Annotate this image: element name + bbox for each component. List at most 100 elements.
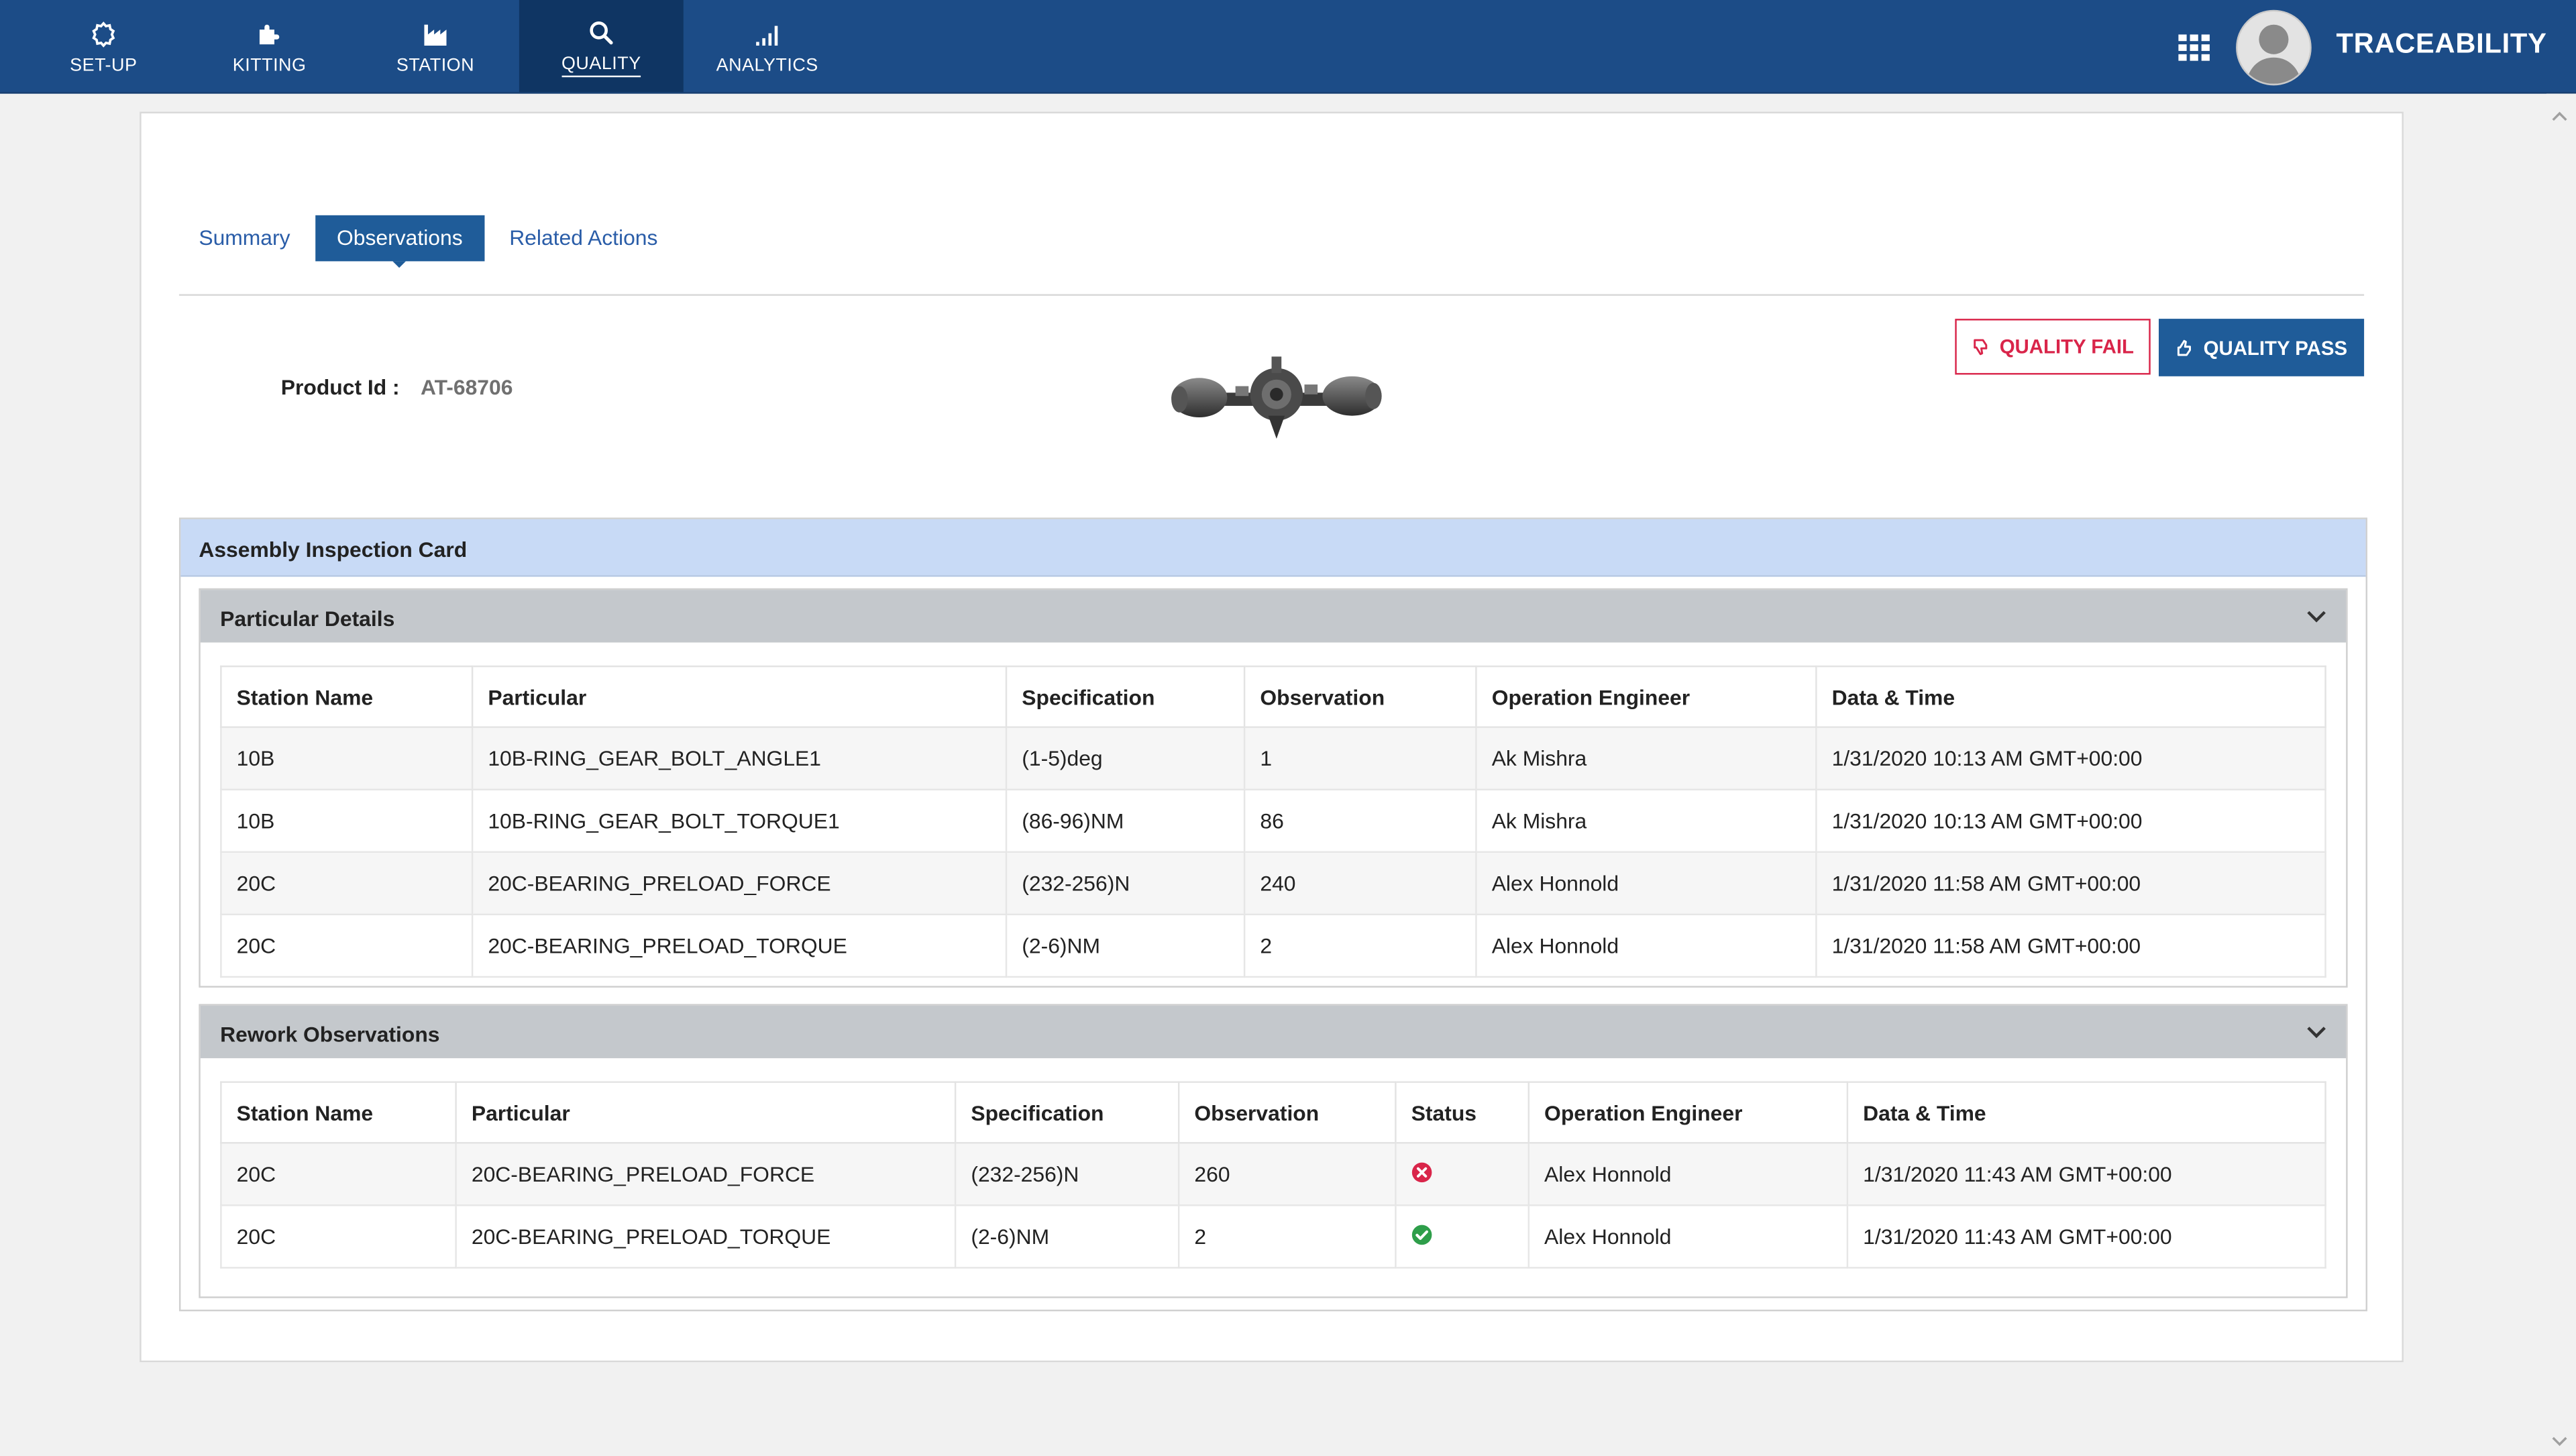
nav-analytics-label: ANALYTICS	[716, 55, 818, 75]
cell-specification: (86-96)NM	[1005, 788, 1246, 853]
search-icon	[585, 15, 618, 48]
cell-datetime: 1/31/2020 11:43 AM GMT+00:00	[1846, 1142, 2326, 1206]
thumbs-up-icon	[2178, 339, 2192, 356]
page-scrollbar[interactable]	[2546, 93, 2576, 1450]
chevron-down-icon[interactable]	[2306, 1025, 2326, 1039]
column-header: Status	[1395, 1081, 1530, 1144]
cell-station: 10B	[220, 726, 474, 790]
quality-fail-button[interactable]: QUALITY FAIL	[1955, 319, 2151, 375]
cell-particular: 20C-BEARING_PRELOAD_TORQUE	[455, 1204, 957, 1269]
table-header-row: Station Name Particular Specification Ob…	[220, 665, 2326, 728]
cell-specification: (232-256)N	[954, 1142, 1180, 1206]
cell-datetime: 1/31/2020 11:43 AM GMT+00:00	[1846, 1204, 2326, 1269]
nav-quality-label: QUALITY	[561, 54, 641, 76]
column-header: Specification	[954, 1081, 1180, 1144]
quality-pass-label: QUALITY PASS	[2203, 335, 2348, 360]
table-header-row: Station Name Particular Specification Ob…	[220, 1081, 2326, 1144]
column-header: Operation Engineer	[1475, 665, 1817, 728]
nav-kitting-label: KITTING	[232, 55, 307, 75]
table-row: 20C 20C-BEARING_PRELOAD_FORCE (232-256)N…	[220, 851, 2326, 916]
cell-station: 20C	[220, 913, 474, 978]
tab-observations[interactable]: Observations	[315, 215, 484, 268]
thumbs-down-icon	[1974, 339, 1988, 356]
chevron-down-icon[interactable]	[2306, 610, 2326, 623]
cell-engineer: Alex Honnold	[1475, 851, 1817, 916]
cell-station: 20C	[220, 1204, 457, 1269]
tab-related-actions[interactable]: Related Actions	[509, 225, 658, 250]
product-id-value: AT-68706	[420, 374, 513, 400]
column-header: Observation	[1177, 1081, 1397, 1144]
particular-details-title: Particular Details	[220, 606, 395, 631]
cell-station: 20C	[220, 1142, 457, 1206]
column-header: Particular	[471, 665, 1008, 728]
rework-observations-header[interactable]: Rework Observations	[200, 1005, 2347, 1059]
cell-particular: 20C-BEARING_PRELOAD_TORQUE	[471, 913, 1008, 978]
cell-engineer: Alex Honnold	[1527, 1204, 1849, 1269]
table-row: 20C 20C-BEARING_PRELOAD_TORQUE (2-6)NM 2…	[220, 1204, 2326, 1269]
puzzle-icon	[253, 17, 286, 50]
cell-observation: 240	[1243, 851, 1477, 916]
cell-observation: 86	[1243, 788, 1477, 853]
tab-divider	[178, 294, 2365, 296]
cell-status	[1395, 1204, 1530, 1269]
rework-observations-section: Rework Observations Station Name Particu…	[199, 1004, 2348, 1298]
nav-station[interactable]: STATION	[354, 0, 518, 92]
column-header: Particular	[455, 1081, 957, 1144]
nav-station-label: STATION	[396, 55, 475, 75]
card-title: Assembly Inspection Card	[199, 537, 468, 562]
top-navigation-bar: SET-UP KITTING STATION QUALITY ANALYTICS	[0, 0, 2576, 94]
cell-specification: (232-256)N	[1005, 851, 1246, 916]
nav-analytics[interactable]: ANALYTICS	[685, 0, 849, 92]
nav-kitting[interactable]: KITTING	[187, 0, 352, 92]
column-header: Data & Time	[1846, 1081, 2326, 1144]
axle-product-image	[1167, 350, 1387, 442]
cell-engineer: Alex Honnold	[1527, 1142, 1849, 1206]
nav-setup[interactable]: SET-UP	[21, 0, 186, 92]
product-id-label: Product Id :	[280, 374, 400, 400]
signal-bars-icon	[751, 17, 784, 50]
app-grid-icon[interactable]	[2177, 30, 2213, 66]
cell-engineer: Alex Honnold	[1475, 913, 1817, 978]
cell-datetime: 1/31/2020 10:13 AM GMT+00:00	[1815, 788, 2326, 853]
brand-title: TRACEABILITY	[2336, 28, 2547, 60]
cell-datetime: 1/31/2020 10:13 AM GMT+00:00	[1815, 726, 2326, 790]
quality-pass-button[interactable]: QUALITY PASS	[2158, 319, 2365, 376]
assembly-inspection-card: Assembly Inspection Card Particular Deta…	[178, 517, 2368, 1312]
cell-particular: 10B-RING_GEAR_BOLT_TORQUE1	[471, 788, 1008, 853]
cell-observation: 260	[1177, 1142, 1397, 1206]
cell-datetime: 1/31/2020 11:58 AM GMT+00:00	[1815, 851, 2326, 916]
column-header: Operation Engineer	[1527, 1081, 1849, 1144]
column-header: Observation	[1243, 665, 1477, 728]
status-fail-icon	[1411, 1161, 1432, 1182]
cell-specification: (1-5)deg	[1005, 726, 1246, 790]
column-header: Data & Time	[1815, 665, 2326, 728]
cell-observation: 2	[1177, 1204, 1397, 1269]
cell-particular: 10B-RING_GEAR_BOLT_ANGLE1	[471, 726, 1008, 790]
cell-observation: 1	[1243, 726, 1477, 790]
rework-observations-table: Station Name Particular Specification Ob…	[220, 1081, 2326, 1269]
cell-specification: (2-6)NM	[954, 1204, 1180, 1269]
column-header: Station Name	[220, 1081, 457, 1144]
card-header: Assembly Inspection Card	[180, 519, 2366, 577]
quality-fail-label: QUALITY FAIL	[1999, 335, 2134, 358]
column-header: Specification	[1005, 665, 1246, 728]
table-row: 10B 10B-RING_GEAR_BOLT_TORQUE1 (86-96)NM…	[220, 788, 2326, 853]
gear-icon	[87, 17, 120, 50]
particular-details-header[interactable]: Particular Details	[200, 590, 2347, 643]
particular-details-table: Station Name Particular Specification Ob…	[220, 665, 2326, 978]
table-row: 10B 10B-RING_GEAR_BOLT_ANGLE1 (1-5)deg 1…	[220, 726, 2326, 790]
nav-setup-label: SET-UP	[70, 55, 138, 75]
cell-engineer: Ak Mishra	[1475, 788, 1817, 853]
cell-particular: 20C-BEARING_PRELOAD_FORCE	[455, 1142, 957, 1206]
scroll-up-arrow-icon[interactable]	[2551, 102, 2567, 121]
status-pass-icon	[1411, 1224, 1432, 1244]
tab-summary[interactable]: Summary	[199, 225, 290, 250]
user-avatar[interactable]	[2236, 9, 2312, 86]
table-row: 20C 20C-BEARING_PRELOAD_TORQUE (2-6)NM 2…	[220, 913, 2326, 978]
rework-observations-title: Rework Observations	[220, 1022, 440, 1047]
scroll-down-arrow-icon[interactable]	[2551, 1426, 2567, 1447]
nav-quality[interactable]: QUALITY	[519, 0, 684, 93]
cell-status	[1395, 1142, 1530, 1206]
cell-particular: 20C-BEARING_PRELOAD_FORCE	[471, 851, 1008, 916]
factory-icon	[419, 17, 451, 50]
